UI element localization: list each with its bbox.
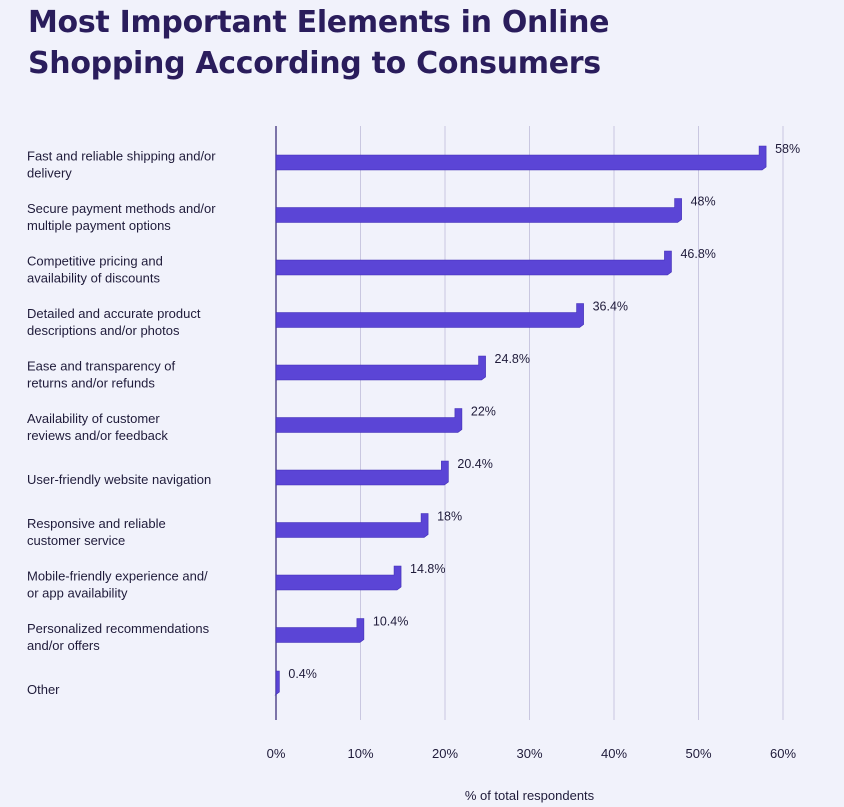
bar-value-label: 46.8%	[680, 247, 715, 261]
chart-title-line-1: Most Important Elements in Online	[28, 5, 610, 40]
bar-value-label: 22%	[471, 405, 496, 419]
x-axis-label: % of total respondents	[465, 788, 595, 803]
bars: 58% 48% 46.8% 36.4% 24.8% 22% 20.4% 18% 14.8% 10.…	[274, 142, 800, 696]
bar-value-label: 14.8%	[410, 562, 445, 576]
category-label: Mobile-friendly experience and/	[27, 569, 208, 584]
category-label: Ease and transparency of	[27, 359, 176, 374]
x-tick-labels: 0% 10% 20% 30% 40% 50% 60%	[267, 746, 797, 761]
category-label: descriptions and/or photos	[27, 323, 180, 338]
category-label: Availability of customer	[27, 411, 160, 426]
category-label: delivery	[27, 166, 72, 181]
category-label: Other	[27, 682, 60, 697]
bar-value-label: 0.4%	[288, 667, 317, 681]
category-label: Detailed and accurate product	[27, 306, 201, 321]
bar	[275, 408, 463, 433]
chart-title-line-2: Shopping According to Consumers	[28, 46, 601, 81]
bar-value-label: 10.4%	[373, 615, 408, 629]
bar	[275, 513, 429, 538]
category-label: reviews and/or feedback	[27, 428, 168, 443]
x-tick-label: 30%	[516, 746, 542, 761]
bar-value-label: 48%	[691, 195, 716, 209]
bar	[275, 565, 402, 591]
x-tick-label: 60%	[770, 746, 796, 761]
x-tick-label: 10%	[347, 746, 373, 761]
x-tick-label: 50%	[685, 746, 711, 761]
bar	[275, 303, 584, 328]
bar-value-label: 58%	[775, 142, 800, 156]
x-tick-label: 0%	[267, 746, 286, 761]
category-label: returns and/or refunds	[27, 376, 155, 391]
category-label: Competitive pricing and	[27, 254, 163, 269]
bar-value-label: 18%	[437, 510, 462, 524]
bar	[275, 145, 767, 171]
category-labels: Fast and reliable shipping and/or deliver…	[27, 149, 216, 698]
category-label: multiple payment options	[27, 218, 171, 233]
bar-value-label: 36.4%	[593, 300, 628, 314]
category-label: Fast and reliable shipping and/or	[27, 149, 216, 164]
x-tick-label: 20%	[432, 746, 458, 761]
category-label: or app availability	[27, 586, 128, 601]
bar-value-label: 20.4%	[457, 457, 492, 471]
x-tick-label: 40%	[601, 746, 627, 761]
category-label: Personalized recommendations	[27, 621, 210, 636]
bar	[275, 460, 449, 486]
bar	[275, 250, 672, 276]
bar-value-label: 24.8%	[495, 352, 530, 366]
bar	[275, 618, 365, 643]
category-label: Secure payment methods and/or	[27, 201, 216, 216]
bar	[274, 670, 280, 696]
category-label: customer service	[27, 533, 125, 548]
category-label: and/or offers	[27, 638, 100, 653]
category-label: Responsive and reliable	[27, 516, 166, 531]
category-label: availability of discounts	[27, 271, 160, 286]
category-label: User-friendly website navigation	[27, 472, 211, 487]
bar	[275, 355, 486, 381]
chart-title: Most Important Elements in Online Shoppi…	[28, 2, 818, 84]
bar	[275, 198, 682, 223]
